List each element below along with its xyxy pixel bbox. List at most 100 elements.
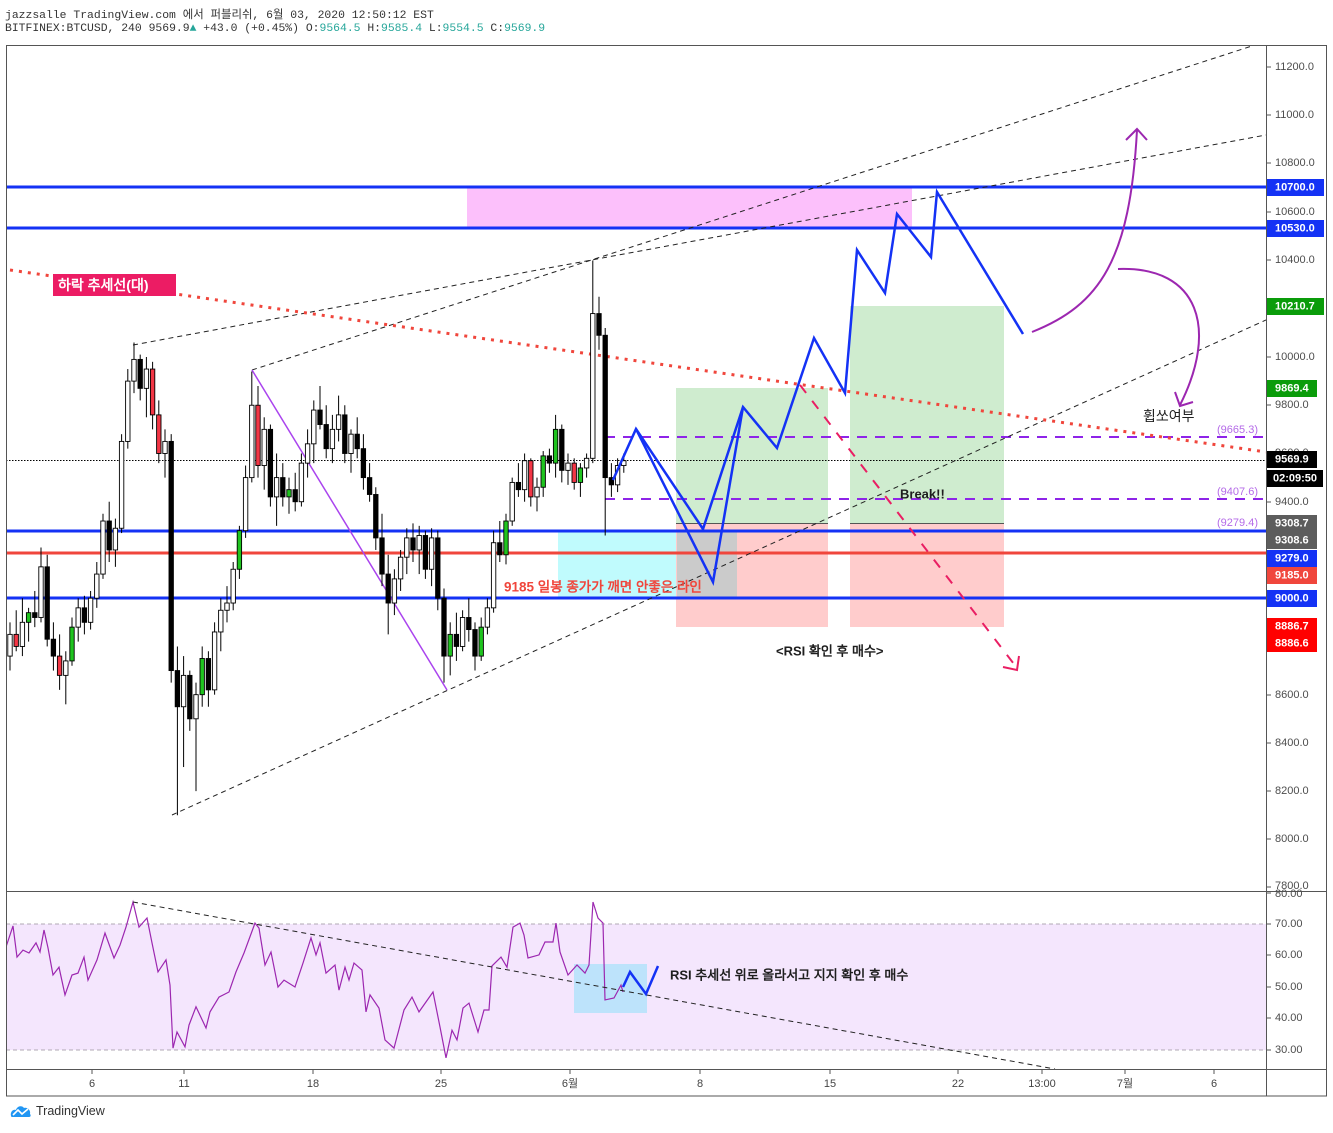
candle (100, 513, 106, 579)
purple-trendline[interactable] (251, 369, 448, 691)
rsi-pane[interactable]: RSI 추세선 위로 올라서고 지지 확인 후 매수 (6, 899, 1266, 1069)
candle (75, 598, 81, 642)
candle (366, 463, 373, 502)
price-tick: 10600.0 (1275, 206, 1315, 218)
candle (199, 646, 205, 707)
candle (249, 371, 255, 483)
breakout-arrow-icon[interactable] (1031, 127, 1148, 333)
candle (174, 646, 181, 816)
price-tag-last[interactable]: 9569.9 (1267, 451, 1317, 468)
candle (540, 451, 546, 497)
candle (118, 434, 125, 534)
price-tag-9308-7[interactable]: 9308.7 (1267, 515, 1317, 532)
projection-path-main[interactable] (611, 188, 1025, 532)
candle (304, 429, 311, 478)
candle (379, 513, 385, 587)
candle (168, 434, 174, 683)
support-note[interactable]: 9185 일봉 종가가 깨면 안좋은 라인 (504, 579, 702, 595)
candle (44, 554, 50, 647)
trendline-upper-1[interactable] (132, 134, 1266, 346)
rsi-buy-note[interactable]: <RSI 확인 후 매수> (776, 644, 884, 659)
rsi-tick: 30.00 (1275, 1044, 1303, 1056)
level-label-9279: (9279.4) (1217, 517, 1258, 529)
whipsaw-note[interactable]: 휩쏘여부 (1143, 408, 1195, 424)
trendline-upper-2[interactable] (251, 45, 1255, 371)
candle (56, 634, 63, 690)
price-tag-10530[interactable]: 10530.0 (1267, 220, 1324, 237)
ohlc-high-value: 9585.4 (381, 23, 423, 35)
svg-text:9869.4: 9869.4 (1275, 383, 1310, 395)
price-tag-9185[interactable]: 9185.0 (1267, 567, 1317, 584)
break-note[interactable]: Break!! (900, 487, 945, 502)
ohlc-open-key: O: (305, 23, 320, 35)
price-tag-9000[interactable]: 9000.0 (1267, 590, 1317, 607)
time-tick: 13:00 (1028, 1078, 1056, 1090)
time-tick: 11 (178, 1078, 189, 1090)
ohlc-close-key: C: (490, 23, 505, 35)
price-tag-10700[interactable]: 10700.0 (1267, 179, 1324, 196)
candle (503, 513, 509, 565)
candle (131, 342, 137, 394)
rsi-trendline[interactable] (132, 901, 1056, 1069)
rsi-tick: 40.00 (1275, 1012, 1303, 1024)
candle (515, 463, 522, 497)
price-axis[interactable] (1266, 66, 1271, 888)
rsi-tick: 80.00 (1275, 888, 1303, 900)
long-position-1-target[interactable] (676, 388, 828, 523)
downtrend-label[interactable]: 하락 추세선(대) (58, 277, 149, 293)
candle (559, 424, 565, 483)
price-tick: 8400.0 (1275, 737, 1309, 749)
candle (447, 622, 453, 676)
svg-text:10700.0: 10700.0 (1275, 182, 1315, 194)
price-change: +43.0 (+0.45%) (203, 23, 299, 35)
price-tag-10210[interactable]: 10210.7 (1267, 298, 1324, 315)
price-tag-8886-7[interactable]: 8886.7 (1267, 618, 1317, 635)
level-label-9407: (9407.6) (1217, 486, 1258, 498)
time-tick: 18 (307, 1078, 319, 1090)
symbol-name[interactable]: BITFINEX:BTCUSD, 240 (5, 23, 142, 35)
rsi-line (7, 899, 624, 1059)
price-tag-8886-6[interactable]: 8886.6 (1267, 635, 1317, 652)
rsi-tick: 70.00 (1275, 918, 1303, 930)
long-position-2-stop[interactable] (850, 523, 1004, 627)
whipsaw-arrow-icon[interactable] (1117, 267, 1200, 408)
candle (385, 554, 391, 635)
candlestick-series (7, 260, 627, 816)
candle (459, 610, 466, 652)
svg-text:02:09:50: 02:09:50 (1273, 473, 1317, 485)
downtrend-line[interactable] (9, 268, 1266, 454)
candle (528, 458, 534, 507)
svg-text:8886.7: 8886.7 (1275, 621, 1309, 633)
price-tick: 10800.0 (1275, 157, 1315, 169)
support-zone-cyan (558, 531, 677, 598)
candle (125, 369, 131, 449)
rsi-pane-note[interactable]: RSI 추세선 위로 올라서고 지지 확인 후 매수 (670, 968, 908, 983)
candle (193, 682, 199, 792)
price-tag-9279[interactable]: 9279.0 (1267, 550, 1317, 567)
candle (230, 562, 236, 611)
candle (94, 562, 100, 608)
candle (590, 260, 596, 464)
price-tag-9308-6[interactable]: 9308.6 (1267, 532, 1317, 549)
svg-text:9308.6: 9308.6 (1275, 535, 1309, 547)
rsi-projection-path[interactable] (621, 965, 660, 997)
rsi-axis[interactable] (1266, 892, 1271, 1051)
price-tag-9869[interactable]: 9869.4 (1267, 380, 1317, 397)
price-tick: 9800.0 (1275, 399, 1309, 411)
candle (106, 501, 112, 563)
trendline-lower[interactable] (171, 319, 1266, 816)
projection-path-alt[interactable] (634, 406, 745, 586)
price-tick: 11200.0 (1275, 61, 1314, 73)
time-tick: 6 (89, 1078, 95, 1090)
price-tick: 9400.0 (1275, 496, 1309, 508)
candle (534, 477, 540, 512)
breakdown-arrow-icon[interactable] (799, 384, 1020, 672)
tradingview-brand[interactable]: TradingView (10, 1104, 105, 1118)
candle (583, 453, 590, 478)
main-price-pane[interactable]: 하락 추세선(대) 9185 일봉 종가가 깨면 안좋은 라인 Break!! … (6, 45, 1266, 816)
long-position-2-target[interactable] (850, 306, 1004, 523)
svg-text:8886.6: 8886.6 (1275, 638, 1309, 650)
price-tick: 7800.0 (1275, 880, 1309, 892)
time-axis[interactable] (91, 1070, 1215, 1074)
